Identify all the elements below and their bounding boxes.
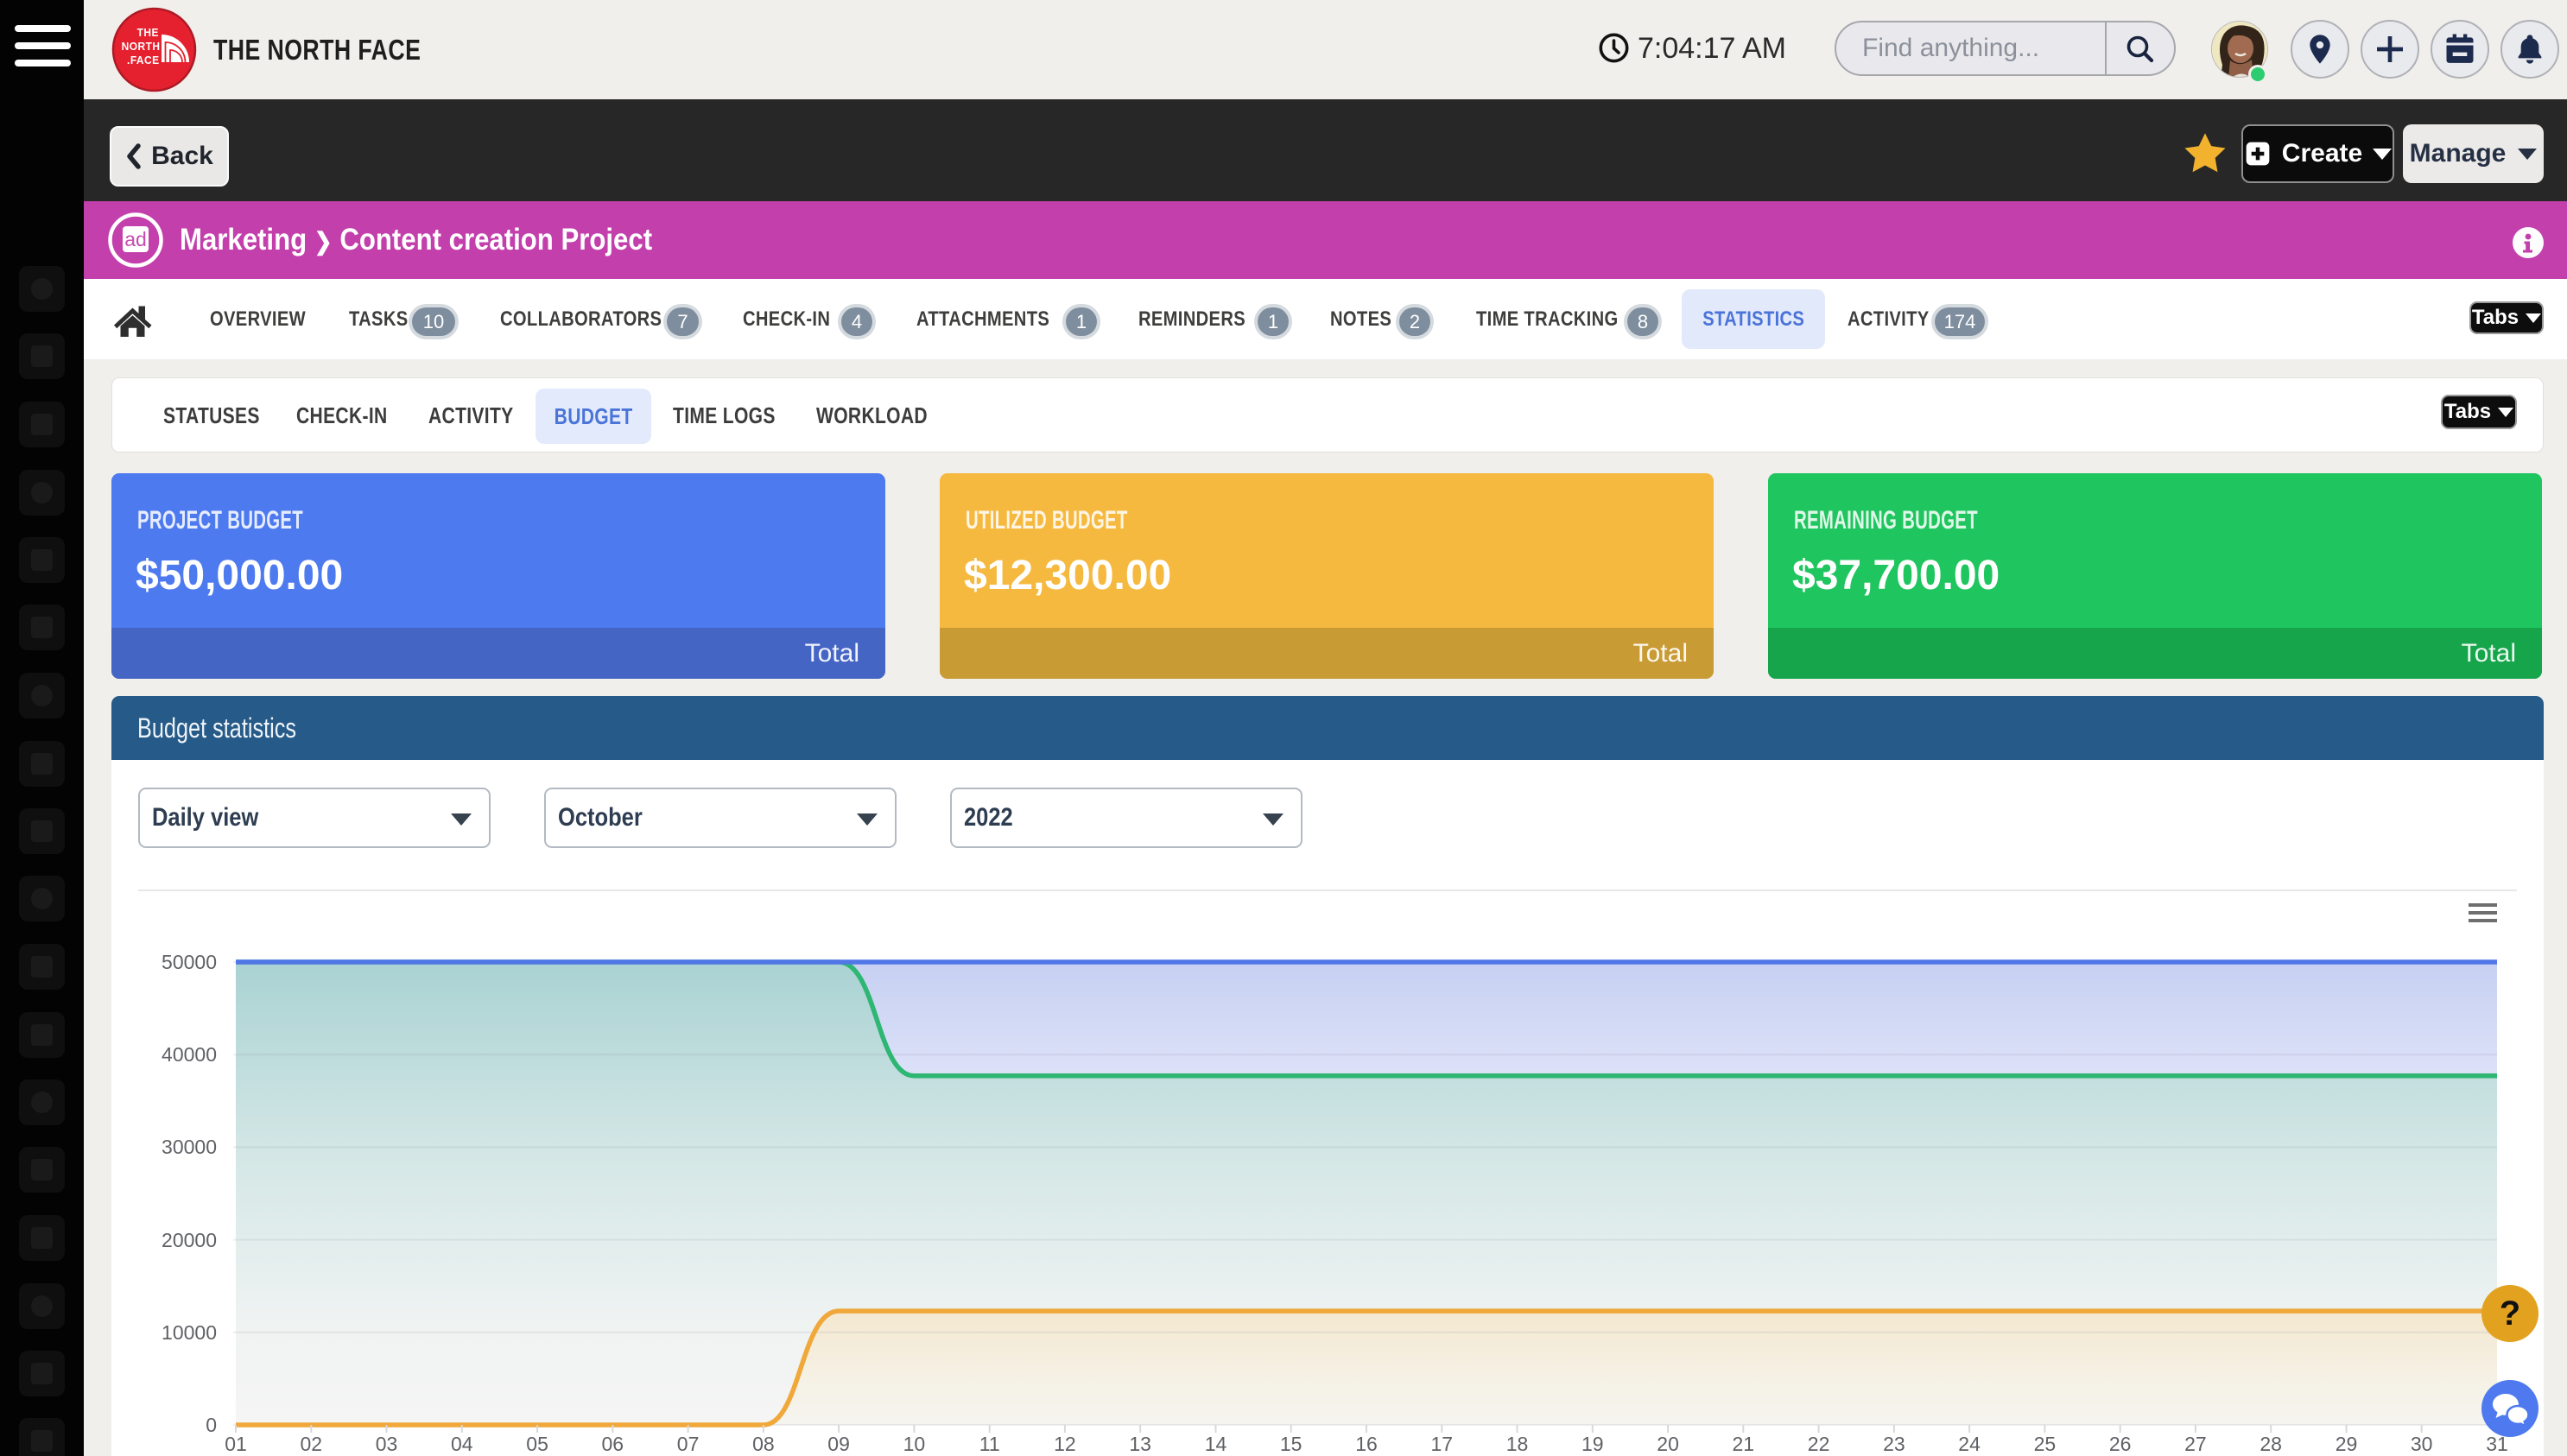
svg-text:22: 22 (1808, 1433, 1830, 1455)
svg-text:10: 10 (903, 1433, 926, 1455)
svg-text:40000: 40000 (162, 1043, 217, 1066)
svg-text:15: 15 (1280, 1433, 1303, 1455)
svg-text:29: 29 (2336, 1433, 2358, 1455)
svg-text:17: 17 (1431, 1433, 1454, 1455)
svg-text:01: 01 (225, 1433, 247, 1455)
svg-text:13: 13 (1129, 1433, 1151, 1455)
svg-text:10000: 10000 (162, 1321, 217, 1344)
svg-text:23: 23 (1883, 1433, 1905, 1455)
svg-text:03: 03 (376, 1433, 398, 1455)
svg-text:07: 07 (677, 1433, 700, 1455)
svg-text:16: 16 (1355, 1433, 1378, 1455)
svg-text:28: 28 (2260, 1433, 2282, 1455)
svg-text:ad: ad (124, 228, 147, 250)
svg-text:06: 06 (602, 1433, 624, 1455)
svg-text:04: 04 (451, 1433, 473, 1455)
svg-text:.FACE: .FACE (127, 54, 160, 67)
svg-text:09: 09 (827, 1433, 850, 1455)
svg-text:18: 18 (1506, 1433, 1529, 1455)
svg-text:12: 12 (1054, 1433, 1076, 1455)
svg-text:30: 30 (2411, 1433, 2433, 1455)
svg-text:27: 27 (2184, 1433, 2207, 1455)
svg-text:THE: THE (137, 27, 159, 40)
svg-text:08: 08 (752, 1433, 775, 1455)
svg-text:11: 11 (979, 1433, 1000, 1455)
svg-text:50000: 50000 (162, 951, 217, 973)
svg-text:24: 24 (1958, 1433, 1981, 1455)
svg-text:25: 25 (2034, 1433, 2057, 1455)
svg-text:26: 26 (2109, 1433, 2132, 1455)
svg-text:19: 19 (1581, 1433, 1604, 1455)
svg-text:14: 14 (1205, 1433, 1227, 1455)
svg-text:20: 20 (1657, 1433, 1679, 1455)
svg-text:05: 05 (526, 1433, 548, 1455)
svg-text:20000: 20000 (162, 1229, 217, 1251)
svg-text:30000: 30000 (162, 1136, 217, 1158)
svg-text:21: 21 (1733, 1433, 1755, 1455)
svg-text:02: 02 (301, 1433, 323, 1455)
svg-text:0: 0 (206, 1414, 217, 1436)
svg-text:NORTH: NORTH (122, 41, 161, 54)
